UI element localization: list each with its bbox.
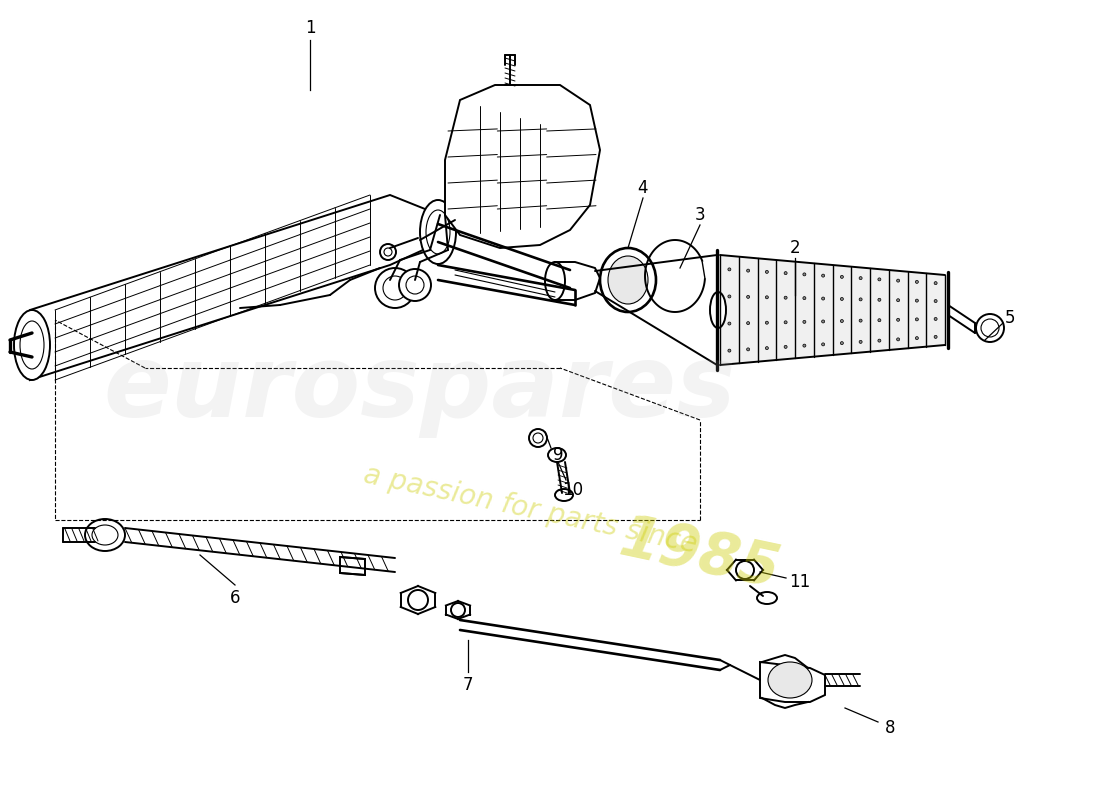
Circle shape — [375, 268, 415, 308]
Text: 10: 10 — [562, 481, 584, 499]
Text: 8: 8 — [884, 719, 895, 737]
Polygon shape — [720, 255, 945, 365]
Ellipse shape — [14, 310, 50, 380]
Circle shape — [915, 299, 918, 302]
Circle shape — [915, 337, 918, 340]
Circle shape — [840, 275, 844, 278]
Text: a passion for parts since: a passion for parts since — [361, 461, 700, 559]
Circle shape — [915, 280, 918, 283]
Circle shape — [976, 314, 1004, 342]
Text: eurospares: eurospares — [103, 342, 736, 438]
Circle shape — [822, 343, 825, 346]
Circle shape — [728, 295, 730, 298]
Ellipse shape — [600, 248, 656, 312]
Circle shape — [840, 342, 844, 345]
Circle shape — [878, 318, 881, 322]
Text: 4: 4 — [638, 179, 648, 197]
Circle shape — [399, 269, 431, 301]
Ellipse shape — [757, 592, 777, 604]
Text: 1: 1 — [305, 19, 316, 37]
Circle shape — [747, 348, 749, 351]
Polygon shape — [760, 662, 825, 702]
Circle shape — [451, 603, 465, 617]
Circle shape — [766, 270, 769, 274]
Circle shape — [408, 590, 428, 610]
Circle shape — [859, 298, 862, 301]
Ellipse shape — [544, 262, 565, 300]
Circle shape — [803, 344, 806, 347]
Circle shape — [896, 318, 900, 322]
Circle shape — [859, 277, 862, 280]
Circle shape — [728, 322, 730, 325]
Polygon shape — [340, 557, 365, 575]
Circle shape — [803, 273, 806, 276]
Circle shape — [896, 279, 900, 282]
Text: 7: 7 — [463, 676, 473, 694]
Circle shape — [934, 335, 937, 338]
Circle shape — [896, 298, 900, 302]
Text: 1985: 1985 — [615, 510, 785, 600]
Circle shape — [840, 298, 844, 301]
Ellipse shape — [420, 200, 456, 264]
Circle shape — [747, 269, 749, 272]
Circle shape — [803, 320, 806, 323]
Circle shape — [934, 318, 937, 321]
Circle shape — [728, 268, 730, 271]
Circle shape — [766, 346, 769, 350]
Polygon shape — [446, 85, 600, 248]
Text: 3: 3 — [695, 206, 705, 224]
Ellipse shape — [608, 256, 648, 304]
Circle shape — [822, 297, 825, 300]
Circle shape — [784, 346, 788, 348]
Circle shape — [840, 319, 844, 322]
Circle shape — [878, 339, 881, 342]
Circle shape — [915, 318, 918, 321]
Circle shape — [784, 321, 788, 324]
Circle shape — [934, 282, 937, 285]
Text: 11: 11 — [790, 573, 811, 591]
Polygon shape — [30, 195, 446, 380]
Circle shape — [784, 272, 788, 274]
Circle shape — [822, 274, 825, 277]
Ellipse shape — [85, 519, 125, 551]
Circle shape — [859, 319, 862, 322]
Circle shape — [822, 320, 825, 323]
Circle shape — [766, 322, 769, 324]
Text: 5: 5 — [1004, 309, 1015, 327]
Text: 6: 6 — [230, 589, 240, 607]
Circle shape — [747, 295, 749, 298]
Circle shape — [934, 299, 937, 302]
Circle shape — [803, 297, 806, 300]
Circle shape — [736, 561, 754, 579]
Ellipse shape — [710, 292, 726, 328]
Ellipse shape — [548, 448, 566, 462]
Circle shape — [728, 349, 730, 352]
Circle shape — [379, 244, 396, 260]
Circle shape — [896, 338, 900, 341]
Text: 9: 9 — [552, 446, 563, 464]
Circle shape — [784, 296, 788, 299]
Ellipse shape — [556, 489, 573, 501]
Circle shape — [766, 296, 769, 298]
Circle shape — [529, 429, 547, 447]
Circle shape — [747, 322, 749, 325]
Circle shape — [878, 298, 881, 302]
Circle shape — [859, 340, 862, 343]
Text: 2: 2 — [790, 239, 801, 257]
Ellipse shape — [768, 662, 812, 698]
Polygon shape — [556, 262, 600, 300]
Circle shape — [878, 278, 881, 281]
